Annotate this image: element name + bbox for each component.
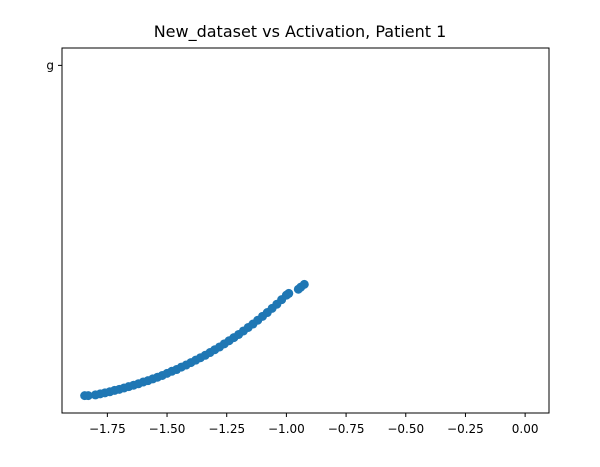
data-point bbox=[299, 279, 309, 289]
points-layer bbox=[80, 279, 309, 401]
x-tick-label: −0.25 bbox=[447, 422, 484, 436]
x-tick-label: −1.75 bbox=[89, 422, 126, 436]
ticks-layer: −1.75 −1.50 −1.25 −1.00 −0.75 −0.50 −0.25 0.00 g bbox=[46, 58, 538, 436]
axes-frame bbox=[61, 47, 550, 414]
x-tick-label: −0.75 bbox=[328, 422, 365, 436]
x-tick-label: −1.00 bbox=[268, 422, 305, 436]
chart-title: New_dataset vs Activation, Patient 1 bbox=[154, 22, 447, 42]
x-tick-label: −1.25 bbox=[208, 422, 245, 436]
x-tick-label: −1.50 bbox=[149, 422, 186, 436]
x-tick-label: −0.50 bbox=[387, 422, 424, 436]
data-point bbox=[83, 391, 93, 401]
x-tick-label: 0.00 bbox=[512, 422, 539, 436]
y-tick-label: g bbox=[46, 58, 54, 72]
data-point bbox=[284, 288, 294, 298]
